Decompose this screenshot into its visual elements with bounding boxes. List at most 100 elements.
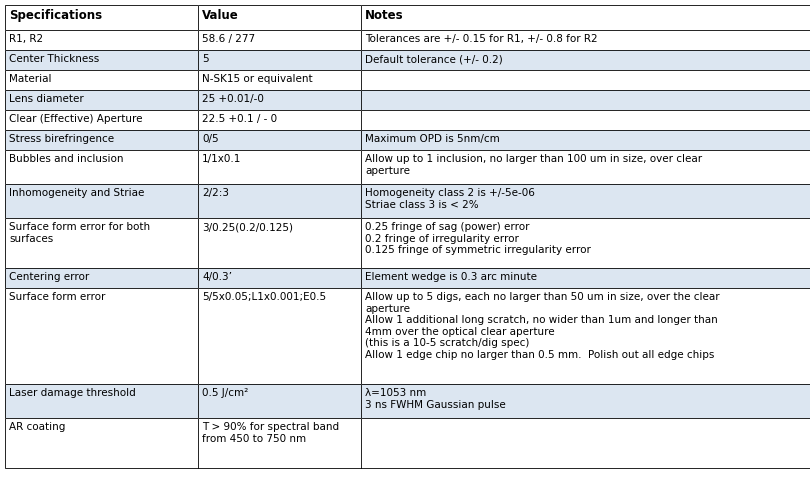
Bar xyxy=(198,218,361,268)
Bar xyxy=(361,90,810,110)
Bar xyxy=(5,288,198,384)
Bar xyxy=(198,218,361,268)
Bar xyxy=(361,50,810,70)
Bar xyxy=(198,288,361,384)
Bar xyxy=(361,5,810,30)
Bar xyxy=(198,150,361,184)
Bar xyxy=(361,130,810,150)
Bar xyxy=(361,184,810,218)
Text: Tolerances are +/- 0.15 for R1, +/- 0.8 for R2: Tolerances are +/- 0.15 for R1, +/- 0.8 … xyxy=(365,34,598,44)
Bar xyxy=(361,268,810,288)
Bar xyxy=(361,218,810,268)
Text: Maximum OPD is 5nm/cm: Maximum OPD is 5nm/cm xyxy=(365,134,500,144)
Bar xyxy=(5,5,198,30)
Bar xyxy=(361,30,810,50)
Bar xyxy=(361,150,810,184)
Text: 0.5 J/cm²: 0.5 J/cm² xyxy=(202,388,248,398)
Bar xyxy=(5,384,198,418)
Text: Material: Material xyxy=(9,74,52,84)
Bar xyxy=(361,418,810,468)
Bar xyxy=(361,418,810,468)
Bar xyxy=(361,288,810,384)
Text: 0/5: 0/5 xyxy=(202,134,219,144)
Text: AR coating: AR coating xyxy=(9,422,66,432)
Text: Lens diameter: Lens diameter xyxy=(9,94,83,104)
Bar xyxy=(198,110,361,130)
Bar xyxy=(198,130,361,150)
Bar xyxy=(198,268,361,288)
Text: 25 +0.01/-0: 25 +0.01/-0 xyxy=(202,94,264,104)
Bar xyxy=(198,90,361,110)
Bar xyxy=(5,184,198,218)
Bar xyxy=(198,384,361,418)
Text: Stress birefringence: Stress birefringence xyxy=(9,134,114,144)
Text: Laser damage threshold: Laser damage threshold xyxy=(9,388,136,398)
Bar xyxy=(5,418,198,468)
Bar xyxy=(361,90,810,110)
Text: Center Thickness: Center Thickness xyxy=(9,54,100,64)
Bar xyxy=(198,150,361,184)
Bar xyxy=(198,70,361,90)
Bar xyxy=(5,30,198,50)
Bar xyxy=(361,150,810,184)
Bar xyxy=(361,5,810,30)
Text: 5/5x0.05;L1x0.001;E0.5: 5/5x0.05;L1x0.001;E0.5 xyxy=(202,292,326,302)
Text: 1/1x0.1: 1/1x0.1 xyxy=(202,154,241,164)
Bar xyxy=(5,384,198,418)
Text: λ=1053 nm
3 ns FWHM Gaussian pulse: λ=1053 nm 3 ns FWHM Gaussian pulse xyxy=(365,388,505,410)
Bar xyxy=(198,384,361,418)
Text: Homogeneity class 2 is +/-5e-06
Striae class 3 is < 2%: Homogeneity class 2 is +/-5e-06 Striae c… xyxy=(365,188,535,210)
Bar xyxy=(198,184,361,218)
Bar xyxy=(361,70,810,90)
Bar xyxy=(198,418,361,468)
Text: Allow up to 1 inclusion, no larger than 100 um in size, over clear
aperture: Allow up to 1 inclusion, no larger than … xyxy=(365,154,702,175)
Text: Clear (Effective) Aperture: Clear (Effective) Aperture xyxy=(9,114,143,124)
Bar xyxy=(361,384,810,418)
Bar xyxy=(361,268,810,288)
Text: 0.25 fringe of sag (power) error
0.2 fringe of irregularity error
0.125 fringe o: 0.25 fringe of sag (power) error 0.2 fri… xyxy=(365,222,590,255)
Bar xyxy=(5,288,198,384)
Bar xyxy=(5,130,198,150)
Text: Inhomogeneity and Striae: Inhomogeneity and Striae xyxy=(9,188,144,198)
Bar xyxy=(361,110,810,130)
Bar xyxy=(5,70,198,90)
Bar xyxy=(5,150,198,184)
Text: Default tolerance (+/- 0.2): Default tolerance (+/- 0.2) xyxy=(365,54,503,64)
Bar xyxy=(198,288,361,384)
Bar xyxy=(5,150,198,184)
Text: Element wedge is 0.3 arc minute: Element wedge is 0.3 arc minute xyxy=(365,272,537,282)
Text: 22.5 +0.1 / - 0: 22.5 +0.1 / - 0 xyxy=(202,114,277,124)
Bar xyxy=(361,50,810,70)
Text: 2/2:3: 2/2:3 xyxy=(202,188,229,198)
Text: Value: Value xyxy=(202,9,239,22)
Bar xyxy=(361,30,810,50)
Bar xyxy=(5,184,198,218)
Bar xyxy=(5,218,198,268)
Bar xyxy=(5,110,198,130)
Bar xyxy=(5,5,198,30)
Text: Surface form error for both
surfaces: Surface form error for both surfaces xyxy=(9,222,150,244)
Bar xyxy=(361,184,810,218)
Bar xyxy=(198,130,361,150)
Text: N-SK15 or equivalent: N-SK15 or equivalent xyxy=(202,74,313,84)
Bar xyxy=(198,70,361,90)
Text: 5: 5 xyxy=(202,54,209,64)
Bar xyxy=(5,70,198,90)
Bar xyxy=(5,90,198,110)
Bar xyxy=(198,90,361,110)
Bar xyxy=(361,130,810,150)
Bar xyxy=(361,288,810,384)
Text: 3/0.25(0.2/0.125): 3/0.25(0.2/0.125) xyxy=(202,222,293,232)
Bar xyxy=(198,268,361,288)
Bar xyxy=(361,110,810,130)
Text: Specifications: Specifications xyxy=(9,9,102,22)
Text: 58.6 / 277: 58.6 / 277 xyxy=(202,34,255,44)
Bar xyxy=(198,5,361,30)
Text: Centering error: Centering error xyxy=(9,272,89,282)
Text: 4/0.3’: 4/0.3’ xyxy=(202,272,232,282)
Bar xyxy=(5,110,198,130)
Bar xyxy=(198,50,361,70)
Bar xyxy=(361,384,810,418)
Bar xyxy=(198,110,361,130)
Text: Notes: Notes xyxy=(365,9,403,22)
